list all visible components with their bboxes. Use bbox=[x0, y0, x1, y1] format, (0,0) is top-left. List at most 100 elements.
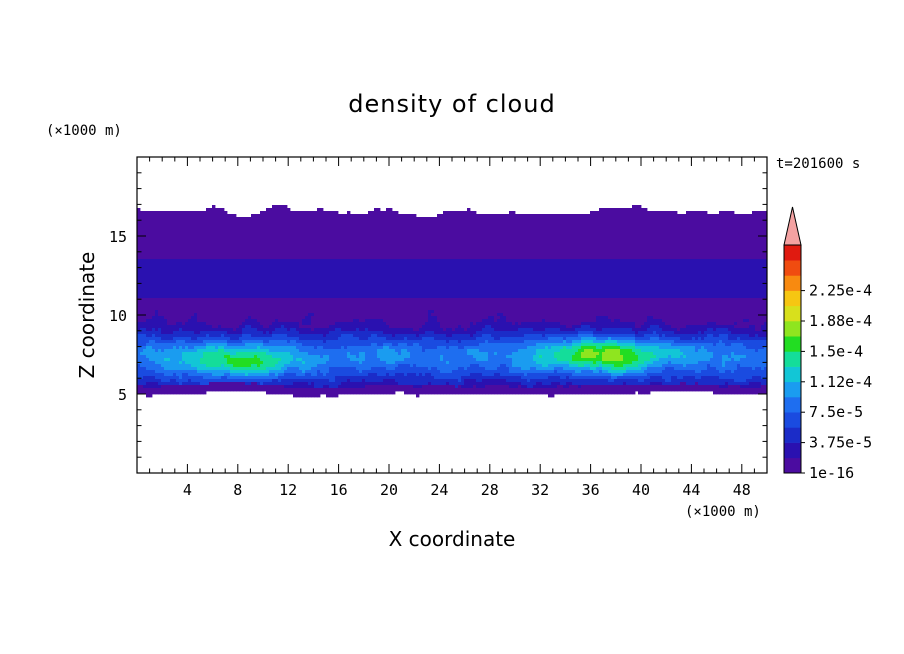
density-cell bbox=[686, 226, 690, 230]
density-cell bbox=[644, 268, 648, 272]
density-cell bbox=[200, 214, 204, 218]
density-cell bbox=[680, 217, 684, 221]
density-cell bbox=[761, 280, 765, 284]
density-cell bbox=[188, 241, 192, 245]
density-cell bbox=[755, 226, 759, 230]
density-cell bbox=[431, 268, 435, 272]
density-cell bbox=[371, 247, 375, 251]
density-cell bbox=[215, 247, 219, 251]
density-cell bbox=[668, 262, 672, 266]
density-cell bbox=[638, 262, 642, 266]
density-cell bbox=[707, 214, 711, 218]
density-cell bbox=[206, 229, 210, 233]
density-cell bbox=[494, 250, 498, 254]
density-cell bbox=[380, 253, 384, 257]
density-cell bbox=[293, 277, 297, 281]
density-cell bbox=[158, 253, 162, 257]
density-cell bbox=[581, 268, 585, 272]
density-cell bbox=[692, 226, 696, 230]
density-cell bbox=[239, 217, 243, 221]
density-cell bbox=[365, 232, 369, 236]
density-cell bbox=[143, 241, 147, 245]
density-cell bbox=[761, 244, 765, 248]
density-cell bbox=[401, 247, 405, 251]
density-cell bbox=[515, 244, 519, 248]
density-cell bbox=[302, 232, 306, 236]
density-cell bbox=[224, 256, 228, 260]
density-cell bbox=[593, 223, 597, 227]
density-cell bbox=[401, 238, 405, 242]
density-cell bbox=[305, 259, 309, 263]
density-cell bbox=[656, 250, 660, 254]
density-cell bbox=[557, 232, 561, 236]
density-cell bbox=[254, 259, 258, 263]
density-cell bbox=[473, 274, 477, 278]
density-cell bbox=[749, 229, 753, 233]
density-cell bbox=[305, 256, 309, 260]
density-cell bbox=[257, 256, 261, 260]
density-cell bbox=[419, 268, 423, 272]
density-cell bbox=[680, 232, 684, 236]
density-cell bbox=[671, 265, 675, 269]
density-cell bbox=[422, 259, 426, 263]
density-cell bbox=[659, 211, 663, 215]
density-cell bbox=[401, 214, 405, 218]
density-cell bbox=[368, 271, 372, 275]
density-cell bbox=[467, 253, 471, 257]
density-cell bbox=[605, 259, 609, 263]
density-cell bbox=[683, 280, 687, 284]
density-cell bbox=[245, 217, 249, 221]
density-cell bbox=[353, 268, 357, 272]
density-cell bbox=[185, 235, 189, 239]
density-cell bbox=[605, 208, 609, 212]
density-cell bbox=[404, 256, 408, 260]
density-cell bbox=[692, 244, 696, 248]
density-cell bbox=[167, 226, 171, 230]
density-cell bbox=[218, 277, 222, 281]
density-cell bbox=[335, 250, 339, 254]
density-cell bbox=[626, 211, 630, 215]
density-cell bbox=[689, 256, 693, 260]
density-cell bbox=[272, 271, 276, 275]
density-cell bbox=[500, 259, 504, 263]
density-cell bbox=[176, 232, 180, 236]
density-cell bbox=[332, 280, 336, 284]
density-cell bbox=[638, 277, 642, 281]
density-cell bbox=[188, 253, 192, 257]
density-cell bbox=[614, 274, 618, 278]
density-cell bbox=[182, 229, 186, 233]
density-cell bbox=[422, 241, 426, 245]
density-cell bbox=[233, 247, 237, 251]
density-cell bbox=[737, 271, 741, 275]
density-cell bbox=[599, 223, 603, 227]
density-cell bbox=[545, 250, 549, 254]
density-cell bbox=[671, 250, 675, 254]
density-cell bbox=[167, 259, 171, 263]
density-cell bbox=[617, 280, 621, 284]
density-cell bbox=[383, 271, 387, 275]
density-cell bbox=[422, 277, 426, 281]
density-cell bbox=[635, 256, 639, 260]
density-cell bbox=[626, 250, 630, 254]
density-cell bbox=[611, 277, 615, 281]
density-cell bbox=[710, 250, 714, 254]
density-cell bbox=[266, 238, 270, 242]
density-cell bbox=[236, 271, 240, 275]
density-cell bbox=[506, 253, 510, 257]
density-cell bbox=[665, 274, 669, 278]
density-cell bbox=[233, 271, 237, 275]
density-cell bbox=[725, 232, 729, 236]
density-cell bbox=[563, 280, 567, 284]
density-cell bbox=[329, 274, 333, 278]
density-cell bbox=[245, 226, 249, 230]
density-cell bbox=[722, 214, 726, 218]
density-cell bbox=[746, 217, 750, 221]
density-cell bbox=[533, 274, 537, 278]
density-cell bbox=[404, 217, 408, 221]
density-cell bbox=[428, 274, 432, 278]
density-cell bbox=[299, 235, 303, 239]
density-cell bbox=[713, 265, 717, 269]
density-cell bbox=[317, 280, 321, 284]
density-cell bbox=[152, 262, 156, 266]
density-cell bbox=[407, 223, 411, 227]
